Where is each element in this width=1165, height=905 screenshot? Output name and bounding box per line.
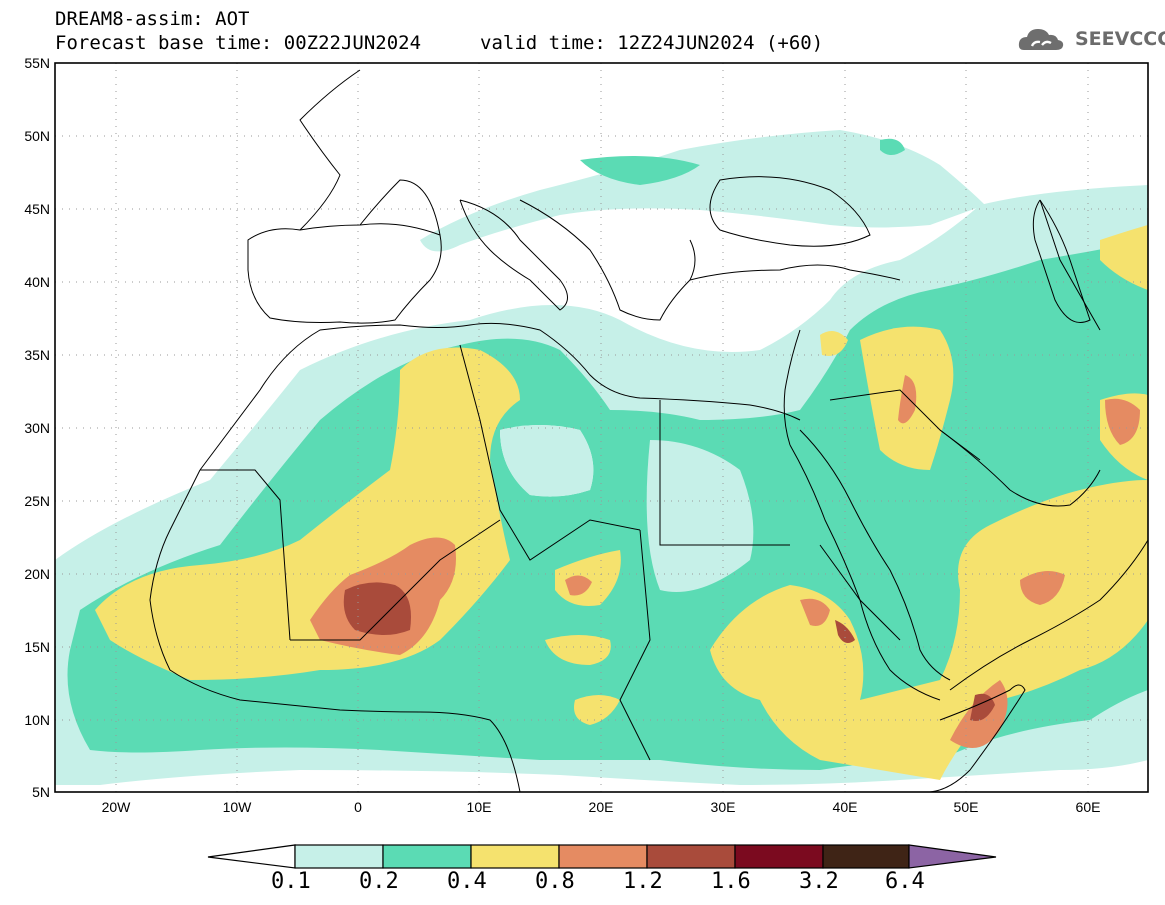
forecast-base-time: Forecast base time: 00Z22JUN2024 [55,32,422,54]
cloud-logo-icon [1018,29,1064,50]
lat-label: 50N [24,128,50,144]
colorbar [207,844,997,869]
lon-label: 10E [467,799,492,815]
lat-label: 20N [24,566,50,582]
axis-labels: 55N 50N 45N 40N 35N 30N 25N 20N 15N 10N … [24,55,1100,815]
lat-label: 55N [24,55,50,71]
colorbar-bin-7 [822,844,910,869]
lon-label: 60E [1076,799,1101,815]
colorbar-label: 1.6 [711,869,751,894]
lat-label: 35N [24,347,50,363]
colorbar-low-arrow [207,844,296,869]
graticule [55,63,1148,792]
colorbar-bin-4 [558,844,648,869]
lat-label: 10N [24,712,50,728]
lon-label: 20E [589,799,614,815]
lon-label: 10W [223,799,253,815]
colorbar-label: 3.2 [799,869,839,894]
colorbar-label: 0.4 [447,869,487,894]
lon-label: 0 [354,799,362,815]
colorbar-label: 0.2 [359,869,399,894]
lat-label: 25N [24,493,50,509]
valid-time: valid time: 12Z24JUN2024 (+60) [480,32,824,54]
lon-label: 50E [954,799,979,815]
lat-label: 5N [32,784,50,800]
lat-label: 30N [24,420,50,436]
colorbar-label: 0.8 [535,869,575,894]
lon-label: 40E [833,799,858,815]
logo-text: SEEVCCC [1075,28,1165,50]
lat-label: 40N [24,274,50,290]
lat-label: 15N [24,639,50,655]
colorbar-bin-1 [294,844,384,869]
lat-label: 45N [24,201,50,217]
coastlines [149,69,1148,792]
map-frame [54,62,1149,793]
lon-label: 20W [102,799,132,815]
colorbar-label: 0.1 [271,869,311,894]
colorbar-bin-6 [734,844,824,869]
colorbar-bin-5 [646,844,736,869]
colorbar-label: 1.2 [623,869,663,894]
title: DREAM8-assim: AOT [55,8,250,30]
colorbar-bin-2 [382,844,472,869]
colorbar-bin-3 [470,844,560,869]
colorbar-label: 6.4 [885,869,925,894]
lon-label: 30E [711,799,736,815]
colorbar-high-arrow [908,844,997,869]
